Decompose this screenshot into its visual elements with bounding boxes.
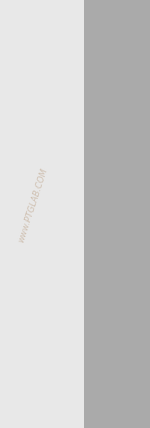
- Bar: [84, 0, 150, 428]
- Text: www.PTGLAB.COM: www.PTGLAB.COM: [17, 167, 49, 244]
- Bar: [0, 0, 84, 428]
